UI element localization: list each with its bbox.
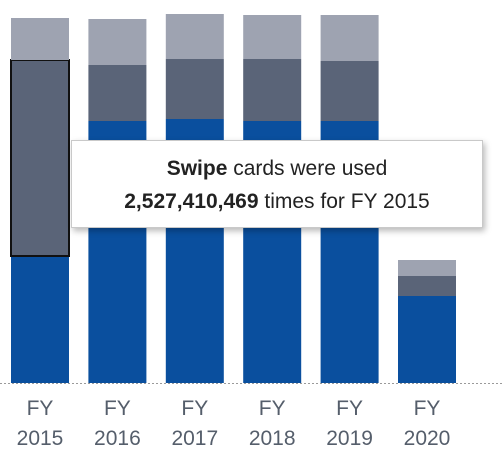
- tooltip-line-2: 2,527,410,469 times for FY 2015: [72, 185, 482, 218]
- bar-segment-5-0[interactable]: [398, 296, 456, 383]
- bar-segment-4-2[interactable]: [320, 15, 379, 61]
- tooltip-line-1: Swipe cards were used: [72, 152, 482, 185]
- tooltip-card-type: Swipe: [166, 157, 228, 180]
- x-tick-label: FY 2019: [326, 397, 373, 450]
- bar-segment-3-2[interactable]: [243, 15, 302, 59]
- bar-segment-0-1[interactable]: [10, 59, 70, 257]
- bar-segment-1-2[interactable]: [88, 19, 147, 65]
- bar-segment-3-1[interactable]: [243, 59, 302, 121]
- x-tick-labels: FY 2015 FY 2016 FY 2017 FY 2018 FY 2019 FY 2020: [17, 397, 451, 450]
- bar-segment-5-1[interactable]: [398, 276, 456, 296]
- bar-segment-5-2[interactable]: [398, 260, 456, 276]
- x-tick-label: FY 2018: [249, 397, 296, 450]
- bar-segment-2-2[interactable]: [165, 14, 224, 59]
- tooltip-line-1-text: cards were used: [227, 157, 388, 180]
- tooltip-count: 2,527,410,469: [124, 190, 259, 213]
- bar-segment-4-1[interactable]: [320, 61, 379, 121]
- bar-segment-0-0[interactable]: [11, 256, 69, 383]
- x-tick-label: FY 2020: [404, 397, 451, 450]
- bar-segment-0-2[interactable]: [11, 18, 69, 60]
- tooltip: Swipe cards were used 2,527,410,469 time…: [71, 140, 483, 228]
- x-tick-label: FY 2015: [17, 397, 64, 450]
- x-tick-label: FY 2016: [94, 397, 141, 450]
- tooltip-line-2-text: times for FY 2015: [258, 190, 430, 213]
- bar-segment-1-1[interactable]: [88, 65, 147, 121]
- bar-segment-2-1[interactable]: [165, 59, 224, 119]
- x-tick-label: FY 2017: [171, 397, 218, 450]
